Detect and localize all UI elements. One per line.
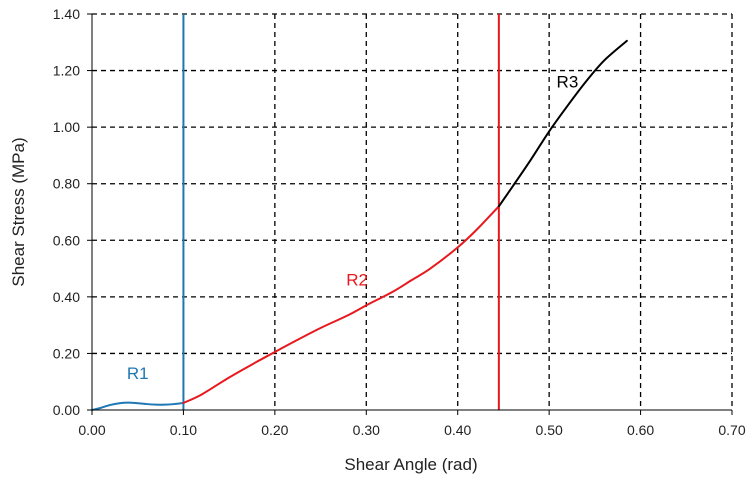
y-tick-label: 1.40 — [53, 6, 80, 22]
x-tick-label: 0.30 — [353, 422, 380, 438]
region-boundaries — [182, 14, 500, 410]
axes — [87, 13, 733, 415]
x-tick-label: 0.50 — [536, 422, 563, 438]
x-tick-label: 0.40 — [444, 422, 471, 438]
series-line-r1 — [91, 401, 185, 411]
series-line-r3 — [497, 39, 628, 208]
x-axis-label: Shear Angle (rad) — [344, 455, 477, 474]
x-tick-label: 0.00 — [78, 422, 105, 438]
x-tick-label: 0.10 — [170, 422, 197, 438]
region-label-r3: R3 — [557, 73, 579, 92]
region-label-r1: R1 — [127, 364, 149, 383]
y-tick-label: 0.80 — [53, 176, 80, 192]
x-tick-label: 0.60 — [627, 422, 654, 438]
y-axis-label: Shear Stress (MPa) — [9, 137, 28, 286]
tick-labels: 0.00 0.20 0.40 0.60 0.80 1.00 1.20 1.40 0.00 0.10… — [53, 6, 746, 438]
x-tick-label: 0.20 — [261, 422, 288, 438]
y-tick-label: 0.20 — [53, 345, 80, 361]
y-tick-label: 0.60 — [53, 232, 80, 248]
region-label-r2: R2 — [346, 271, 368, 290]
y-tick-label: 1.00 — [53, 119, 80, 135]
y-tick-label: 0.00 — [53, 402, 80, 418]
y-tick-label: 1.20 — [53, 63, 80, 79]
series-lines — [91, 39, 628, 411]
x-tick-label: 0.70 — [718, 422, 745, 438]
series-line-r2 — [182, 205, 500, 404]
y-tick-label: 0.40 — [53, 289, 80, 305]
annotations: R1 R2 R3 — [127, 73, 578, 383]
grid — [92, 13, 733, 410]
